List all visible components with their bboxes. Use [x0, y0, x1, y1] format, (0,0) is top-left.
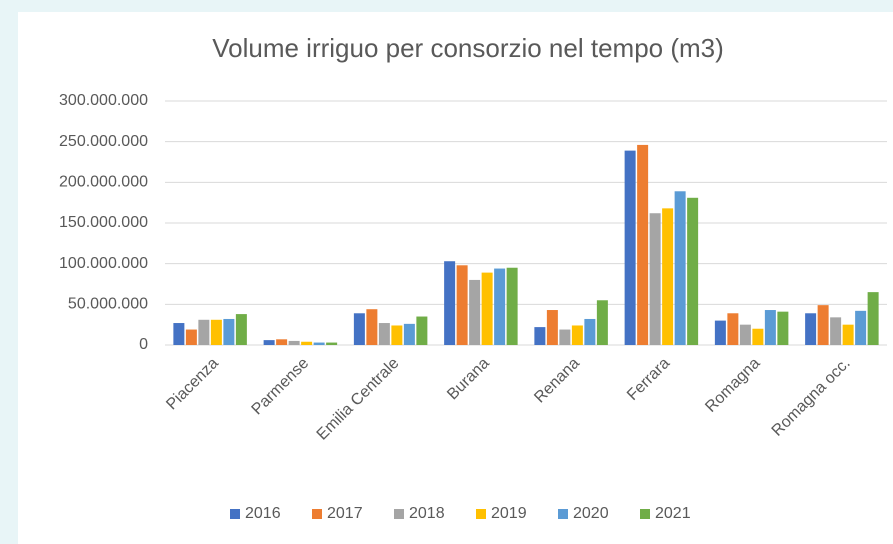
bar	[817, 305, 829, 345]
bar	[481, 272, 493, 345]
bar	[444, 261, 456, 345]
bar	[185, 329, 197, 345]
bar	[288, 340, 300, 345]
bar	[173, 323, 185, 345]
bar	[596, 300, 608, 345]
bar	[313, 342, 325, 345]
bar	[584, 318, 596, 345]
bar	[777, 311, 789, 345]
bar	[727, 313, 739, 345]
bar	[391, 325, 403, 345]
y-tick-label: 150.000.000	[59, 214, 148, 231]
bar	[571, 325, 583, 345]
bar	[624, 150, 636, 345]
bar	[649, 213, 661, 345]
bar	[764, 310, 776, 345]
bar	[378, 323, 390, 345]
bar	[223, 318, 235, 345]
bar	[263, 340, 275, 345]
y-tick-label: 0	[139, 336, 148, 353]
bar	[469, 279, 481, 345]
bar	[326, 342, 338, 345]
bar	[534, 327, 546, 345]
legend-label: 2021	[655, 505, 691, 522]
bar	[276, 339, 288, 345]
bar	[714, 320, 726, 345]
bar	[805, 313, 817, 345]
bar	[842, 324, 854, 345]
bar	[830, 317, 842, 345]
legend-label: 2018	[409, 505, 445, 522]
bar	[559, 329, 571, 345]
chart-background	[18, 12, 893, 544]
y-tick-label: 200.000.000	[59, 174, 148, 191]
bar	[739, 324, 751, 345]
bar	[662, 208, 674, 345]
bar	[403, 323, 415, 345]
y-tick-label: 100.000.000	[59, 255, 148, 272]
bar	[456, 265, 468, 345]
legend-swatch	[476, 509, 486, 519]
legend-label: 2019	[491, 505, 527, 522]
bar	[416, 316, 428, 345]
bar	[855, 310, 867, 345]
bar	[235, 314, 247, 345]
bar	[301, 341, 313, 345]
bar	[687, 197, 699, 345]
legend-swatch	[558, 509, 568, 519]
bar	[494, 268, 506, 345]
y-tick-label: 250.000.000	[59, 133, 148, 150]
bar	[353, 313, 365, 345]
bar	[198, 319, 210, 345]
bar	[867, 292, 879, 345]
legend-label: 2016	[245, 505, 281, 522]
bar	[637, 144, 649, 345]
bar	[506, 267, 518, 345]
bar	[546, 310, 558, 345]
legend-label: 2020	[573, 505, 609, 522]
legend-swatch	[312, 509, 322, 519]
legend-swatch	[394, 509, 404, 519]
bar	[210, 319, 222, 345]
legend-label: 2017	[327, 505, 363, 522]
bar	[674, 191, 686, 345]
bar	[752, 328, 764, 345]
bar	[366, 309, 378, 345]
legend-swatch	[640, 509, 650, 519]
y-tick-label: 50.000.000	[68, 296, 148, 313]
chart-title: Volume irriguo per consorzio nel tempo (…	[212, 33, 724, 63]
y-tick-label: 300.000.000	[59, 92, 148, 109]
legend-swatch	[230, 509, 240, 519]
